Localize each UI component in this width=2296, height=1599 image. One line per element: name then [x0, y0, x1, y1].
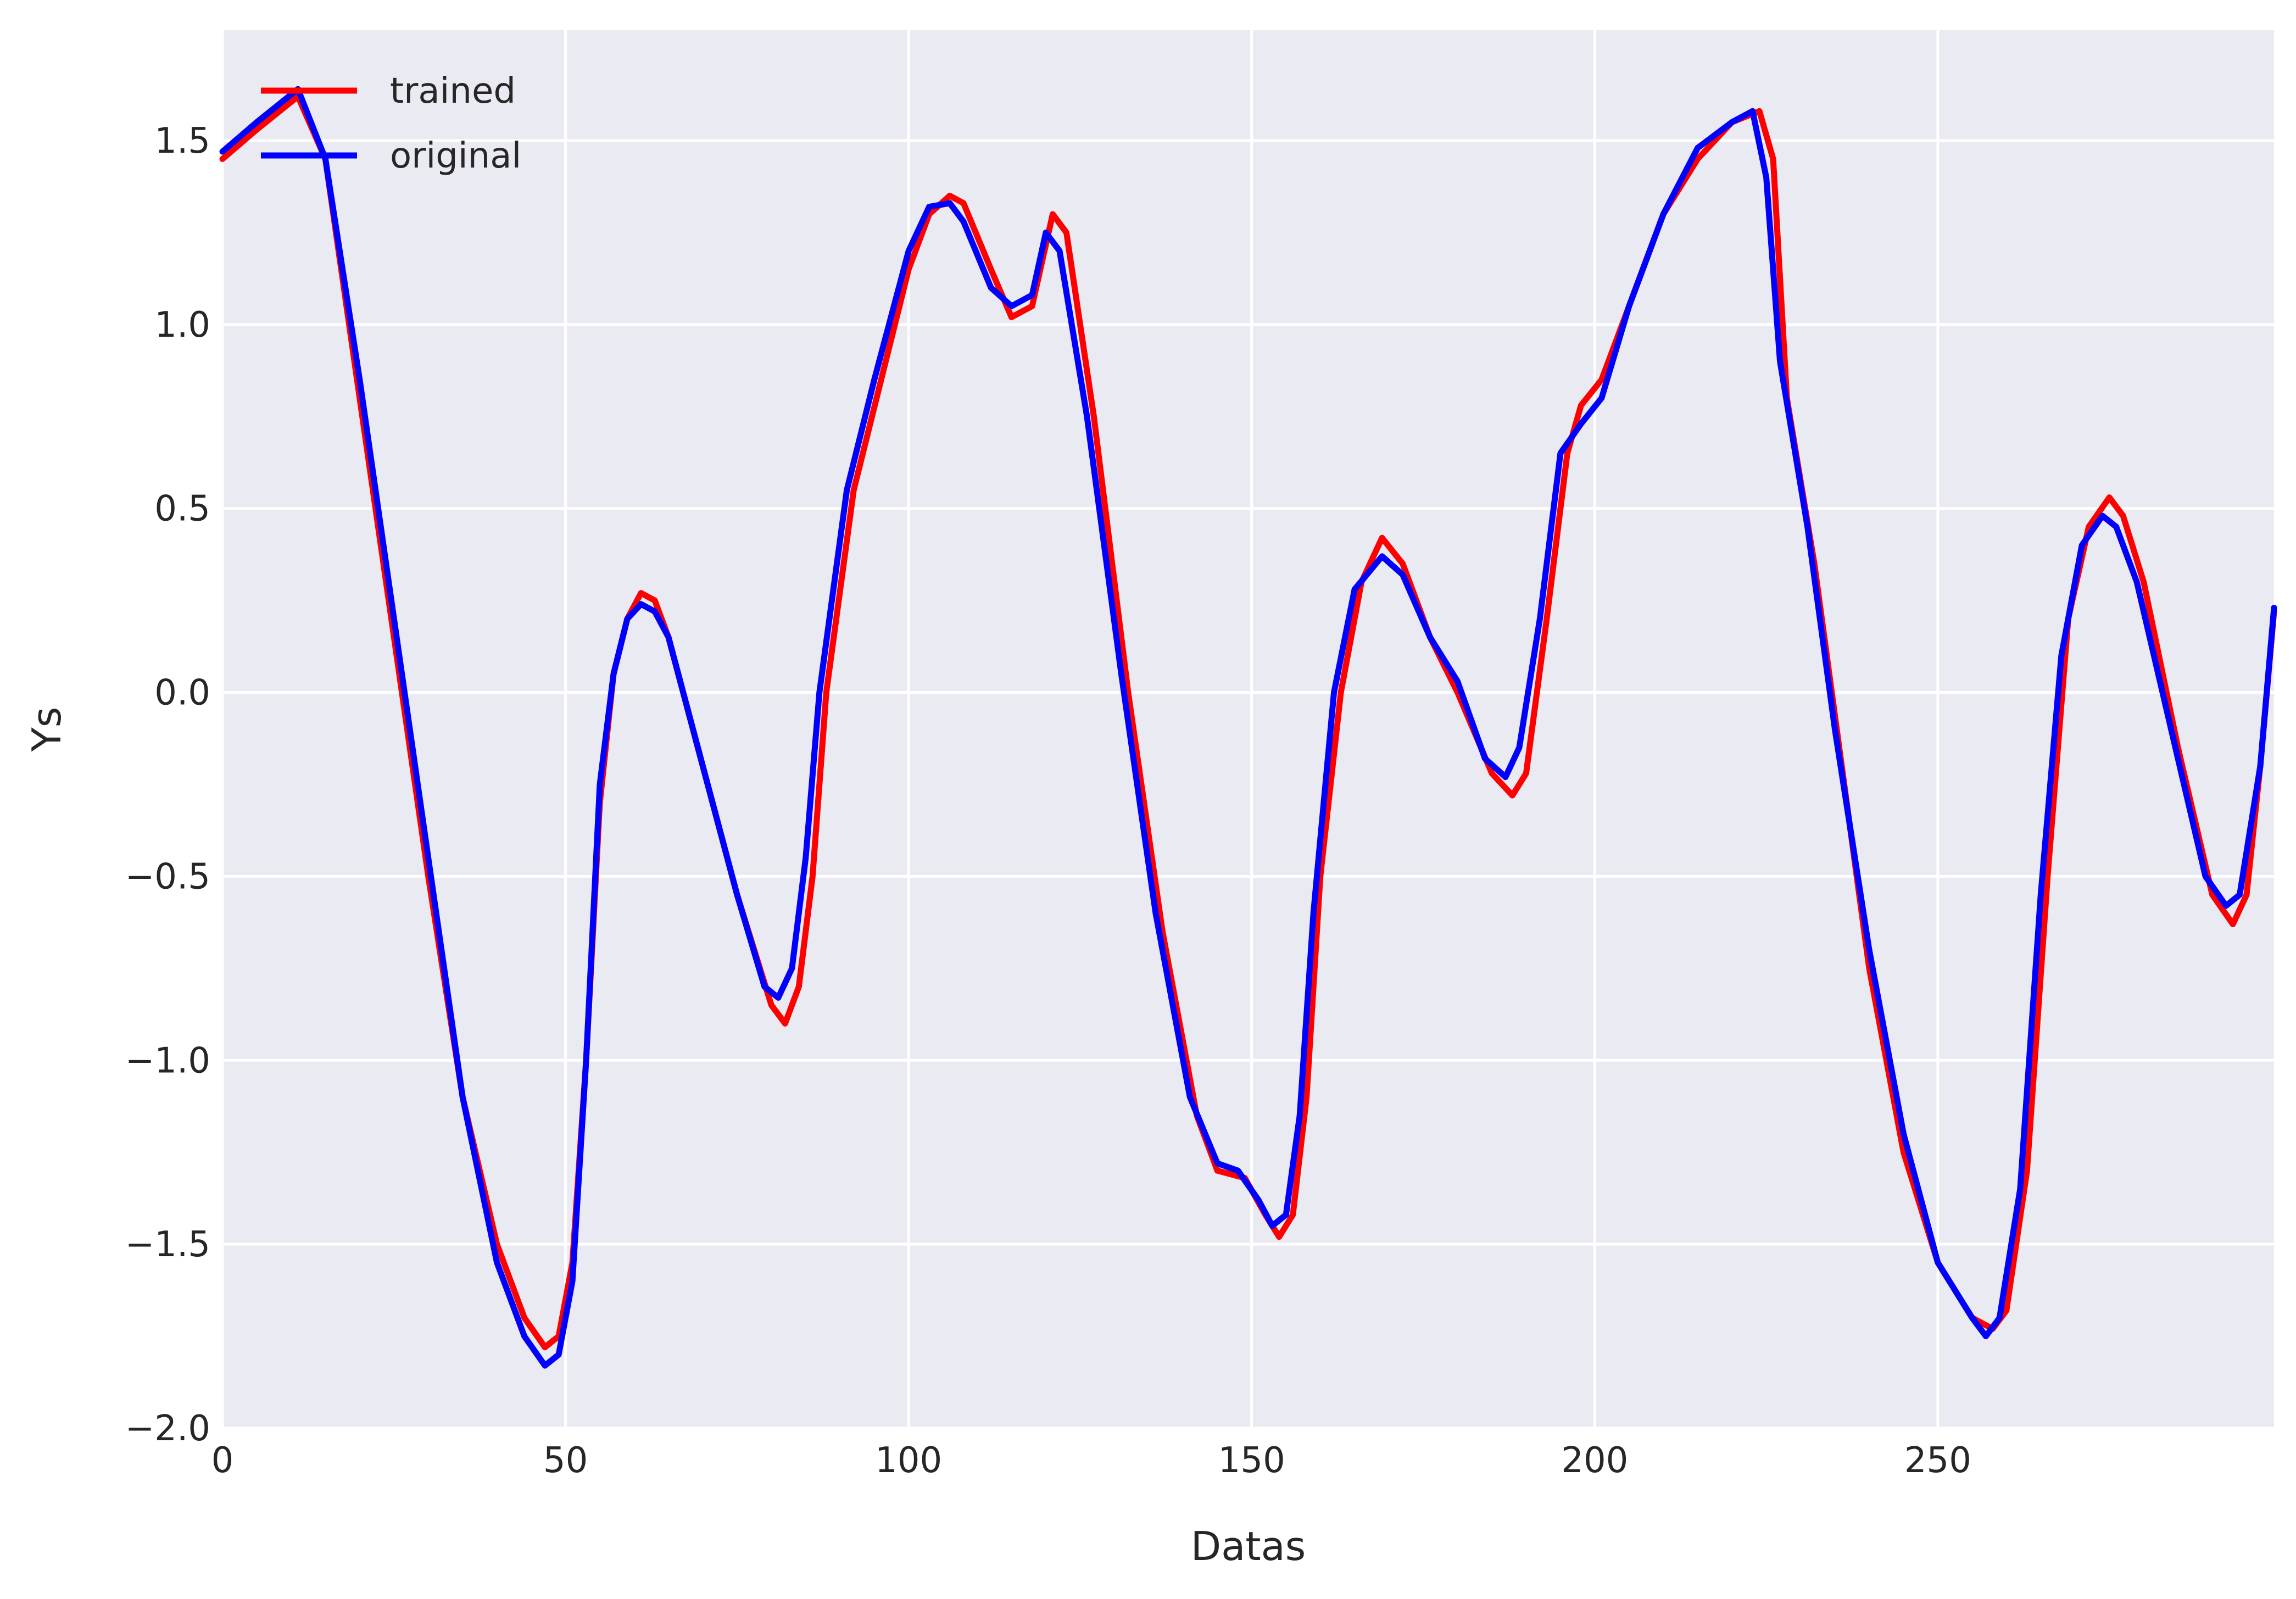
x-tick-label: 100 [875, 1440, 942, 1481]
x-tick-label: 200 [1561, 1440, 1628, 1481]
tick-labels: 0 50 100 150 200 250 1.5 1.0 0.5 0.0 −0.5 −1.0 −1.5 −… [125, 121, 1971, 1481]
y-axis-label: Ys [24, 707, 70, 753]
x-tick-label: 0 [211, 1440, 234, 1481]
x-tick-label: 150 [1218, 1440, 1285, 1481]
y-tick-label: −2.0 [125, 1408, 210, 1449]
series-layer [219, 86, 2277, 1369]
y-tick-label: −0.5 [125, 856, 210, 897]
legend: trained original [261, 71, 521, 176]
y-tick-label: 0.5 [154, 489, 210, 530]
legend-label-trained: trained [390, 71, 516, 112]
x-axis-label: Datas [1191, 1523, 1306, 1569]
y-tick-label: 1.0 [154, 305, 210, 346]
x-tick-label: 250 [1904, 1440, 1971, 1481]
plot-background [222, 30, 2274, 1428]
x-tick-label: 50 [543, 1440, 588, 1481]
y-tick-label: 0.0 [154, 673, 210, 714]
y-tick-label: −1.5 [125, 1224, 210, 1265]
y-tick-label: 1.5 [154, 121, 210, 161]
y-tick-label: −1.0 [125, 1040, 210, 1081]
legend-label-original: original [390, 136, 521, 176]
series-line-original [219, 86, 2277, 1369]
